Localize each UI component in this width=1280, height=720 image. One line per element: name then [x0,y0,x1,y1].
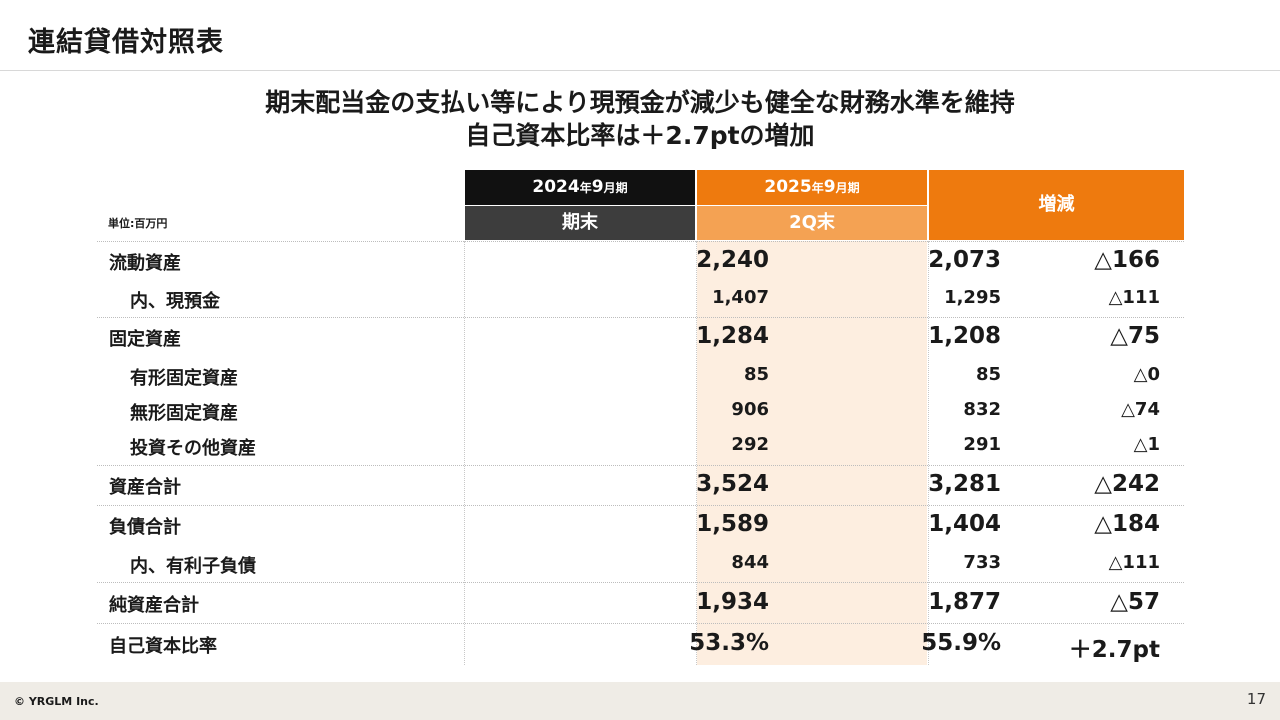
row-label: 内、有利子負債 [130,556,256,577]
value-2024: 292 [731,434,769,455]
value-2024: 85 [743,364,769,385]
value-2024: 2,240 [696,247,769,273]
value-2025: 55.9% [921,630,1001,656]
title-divider [0,70,1280,71]
row-separator [97,241,1184,242]
column-header-2025-year: 2025年9月期 [697,170,927,205]
value-2025: 832 [963,399,1001,420]
row-label: 流動資産 [109,253,181,274]
row-label: 自己資本比率 [109,636,217,657]
headline-line-2: 自己資本比率は＋2.7ptの増加 [465,121,815,150]
month-suffix-2025: 月期 [835,181,860,195]
highlight-column-2025 [697,241,927,665]
row-label: 内、現預金 [130,291,220,312]
value-change: △111 [1108,287,1160,308]
row-label: 純資産合計 [109,595,199,616]
value-2025: 1,404 [928,511,1001,537]
table-row: 純資産合計 1,934 1,877 △57 [97,589,1184,617]
column-header-2024-year: 2024年9月期 [465,170,695,205]
page-number: 17 [1246,690,1266,708]
value-change: △166 [1094,247,1160,273]
year-suffix-2024: 年 [579,181,592,195]
row-label: 有形固定資産 [130,368,238,389]
row-separator [97,465,1184,466]
row-label: 資産合計 [109,477,181,498]
value-2025: 1,295 [944,287,1001,308]
value-2025: 733 [963,552,1001,573]
table-row: 投資その他資産 292 291 △1 [97,434,1184,459]
headline-line-1: 期末配当金の支払い等により現預金が減少も健全な財務水準を維持 [265,88,1015,117]
copyright: © YRGLM Inc. [14,695,99,708]
unit-label: 単位:百万円 [108,217,168,230]
value-2024: 53.3% [689,630,769,656]
value-change: △75 [1110,323,1160,349]
headline: 期末配当金の支払い等により現預金が減少も健全な財務水準を維持 自己資本比率は＋2… [0,86,1280,152]
year-2025: 2025 [764,177,812,197]
value-2025: 2,073 [928,247,1001,273]
month-2025: 9 [823,177,836,197]
value-2024: 906 [731,399,769,420]
row-separator [97,505,1184,506]
value-change: △111 [1108,552,1160,573]
month-suffix-2024: 月期 [603,181,628,195]
value-change: △57 [1110,589,1160,615]
row-separator [97,582,1184,583]
value-2024: 3,524 [696,471,769,497]
value-2025: 1,877 [928,589,1001,615]
value-2025: 85 [975,364,1001,385]
column-divider [928,241,929,665]
row-separator [97,623,1184,624]
value-change: △184 [1094,511,1160,537]
table-row: 負債合計 1,589 1,404 △184 [97,511,1184,539]
month-2024: 9 [591,177,604,197]
table-row: 有形固定資産 85 85 △0 [97,364,1184,389]
column-divider [696,241,697,665]
value-change: △1 [1133,434,1160,455]
footer: © YRGLM Inc. 17 [0,682,1280,720]
year-suffix-2025: 年 [811,181,824,195]
column-divider [464,241,465,665]
table-row: 内、現預金 1,407 1,295 △111 [97,287,1184,312]
table-row: 自己資本比率 53.3% 55.9% ＋2.7pt [97,630,1184,663]
row-label: 無形固定資産 [130,403,238,424]
table-row: 流動資産 2,240 2,073 △166 [97,247,1184,275]
value-change: ＋2.7pt [1068,637,1160,663]
column-header-change: 増減 [929,170,1184,240]
table-row: 内、有利子負債 844 733 △111 [97,552,1184,577]
column-header-2025-period: 2Q末 [697,206,927,240]
value-2025: 1,208 [928,323,1001,349]
value-change: △74 [1121,399,1160,420]
row-separator [97,317,1184,318]
table-row: 無形固定資産 906 832 △74 [97,399,1184,424]
table-row: 固定資産 1,284 1,208 △75 [97,323,1184,351]
column-header-2024-period: 期末 [465,206,695,240]
value-2024: 1,934 [696,589,769,615]
value-2024: 1,589 [696,511,769,537]
value-2024: 1,284 [696,323,769,349]
value-change: △0 [1133,364,1160,385]
value-2025: 291 [963,434,1001,455]
value-2024: 844 [731,552,769,573]
page-title: 連結貸借対照表 [28,27,224,58]
value-change: △242 [1094,471,1160,497]
row-label: 負債合計 [109,517,181,538]
year-2024: 2024 [532,177,580,197]
table-row: 資産合計 3,524 3,281 △242 [97,471,1184,499]
value-2024: 1,407 [712,287,769,308]
row-label: 固定資産 [109,329,181,350]
row-label: 投資その他資産 [130,438,256,459]
value-2025: 3,281 [928,471,1001,497]
